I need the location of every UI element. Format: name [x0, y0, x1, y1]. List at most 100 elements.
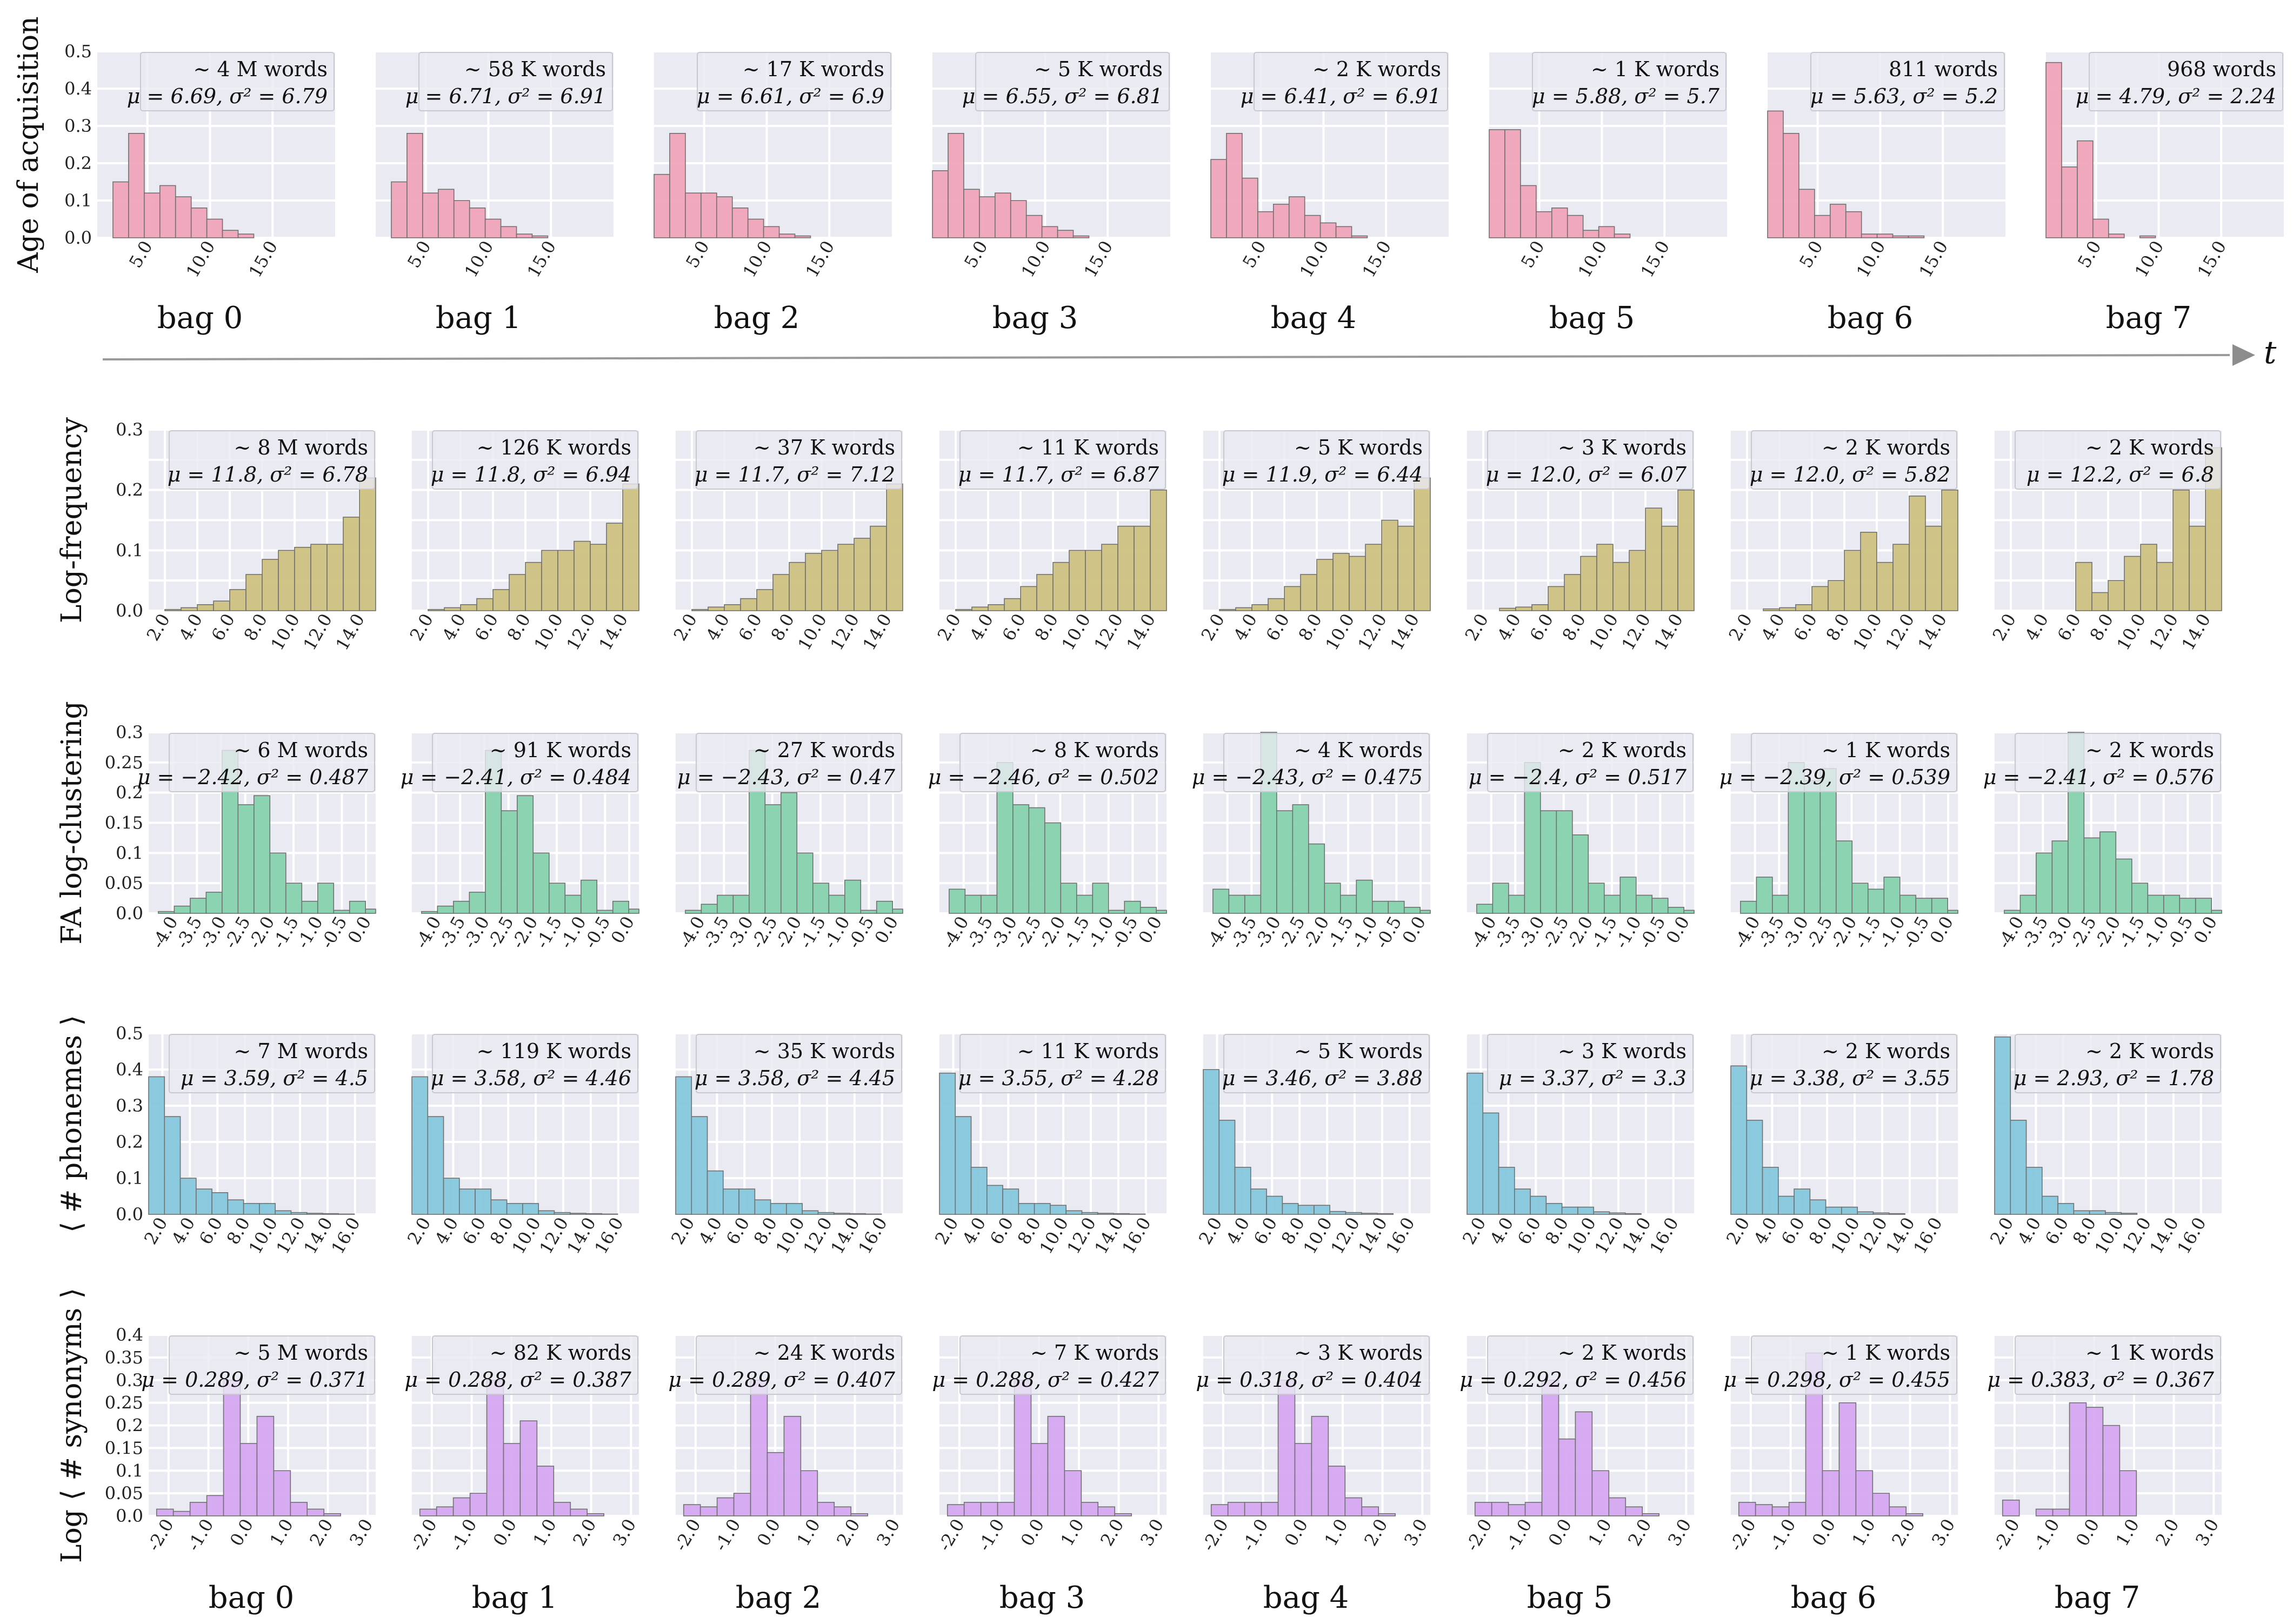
histogram-bar — [444, 607, 461, 611]
histogram-bar — [1841, 1206, 1858, 1215]
x-tick-label: 16.0 — [590, 1214, 628, 1258]
histogram-bar — [2179, 898, 2196, 914]
histogram-bar — [1294, 1443, 1312, 1516]
y-tick-label: 0.3 — [116, 722, 143, 743]
histogram-bar — [1328, 1466, 1346, 1516]
histogram-bar — [1018, 1203, 1035, 1215]
x-tick-label: 10.0 — [1563, 1214, 1600, 1258]
histogram-bar — [2211, 910, 2222, 914]
histogram-bar — [1097, 1213, 1114, 1215]
x-tick-label: 0.0 — [1544, 1515, 1576, 1549]
histogram-bar — [460, 604, 477, 611]
x-tick-label: 4.0 — [168, 1214, 199, 1248]
x-tick-label: 2.0 — [934, 610, 965, 644]
x-tick-label: 2.0 — [140, 1214, 171, 1248]
x-tick-label: 14.0 — [1650, 610, 1687, 654]
x-tick-label: 0.0 — [1017, 1515, 1048, 1549]
histogram-bar — [306, 1508, 325, 1516]
x-tick-label: 14.0 — [1354, 1214, 1391, 1258]
mean-variance-label: μ = 6.71, σ² = 6.91 — [405, 84, 606, 108]
histogram-bar — [1591, 1470, 1610, 1516]
word-count-label: 968 words — [2167, 57, 2276, 81]
panel-clust-bag-2: -4.0-3.5-3.0-2.5-2.0-1.5-1.0-0.50.0~ 27 … — [675, 731, 903, 952]
histogram-bar — [1349, 556, 1366, 611]
histogram-bar — [164, 609, 182, 611]
histogram-bar — [1210, 159, 1227, 238]
x-tick-label: 8.0 — [1822, 610, 1854, 644]
mean-variance-label: μ = 0.289, σ² = 0.371 — [141, 1368, 368, 1392]
histogram-bar — [2121, 1213, 2138, 1215]
histogram-bar — [1762, 1167, 1779, 1215]
histogram-bar — [1845, 211, 1862, 238]
histogram-bar — [1577, 1206, 1594, 1215]
stats-annotation: ~ 3 K words μ = 3.37, σ² = 3.3 — [1487, 1034, 1694, 1093]
histogram-bar — [750, 1379, 768, 1516]
histogram-bar — [222, 230, 239, 238]
x-tick-label: 10.0 — [1574, 237, 1611, 281]
annotation-box — [2015, 430, 2221, 490]
panel-freq-bag-4: 2.0 4.0 6.0 8.010.012.014.0 ~ 5 K words μ = 1… — [1197, 429, 1431, 654]
x-tick-label: 14.0 — [595, 610, 632, 654]
histogram-bar — [443, 1178, 460, 1215]
histogram-bar — [1203, 1069, 1220, 1215]
histogram-bar — [211, 1192, 229, 1215]
histogram-bar — [1228, 894, 1245, 914]
histogram-bar — [273, 1470, 291, 1516]
histogram-bar — [156, 1508, 174, 1516]
stats-annotation: ~ 4 K words μ = −2.43, σ² = 0.475 — [1192, 733, 1430, 792]
histogram-bar — [1794, 1188, 1811, 1215]
annotation-box — [432, 1335, 638, 1395]
histogram-bar — [1609, 1212, 1626, 1215]
x-tick-label: 10.0 — [794, 610, 831, 654]
bag-label-top-1: bag 1 — [436, 300, 522, 336]
histogram-bar — [1257, 211, 1274, 238]
histogram-bar — [955, 1116, 972, 1215]
annotation-box — [2015, 733, 2221, 792]
word-count-label: ~ 7 K words — [1030, 1341, 1159, 1365]
histogram-bar — [2147, 894, 2164, 914]
histogram-bar — [2115, 858, 2132, 914]
histogram-bar — [1344, 1497, 1363, 1516]
histogram-bar — [1227, 1502, 1245, 1516]
histogram-bar — [1371, 900, 1389, 914]
x-tick-label: 3.0 — [872, 1515, 904, 1549]
histogram-bar — [946, 1504, 965, 1516]
histogram-bar — [870, 525, 887, 611]
histogram-bar — [190, 898, 207, 914]
histogram-bar — [1575, 1411, 1593, 1516]
histogram-bar — [789, 562, 806, 611]
histogram-bar — [278, 550, 295, 611]
histogram-bar — [828, 894, 845, 914]
histogram-bar — [181, 607, 198, 611]
histogram-bar — [963, 189, 980, 238]
x-tick-label: 10.0 — [1827, 1214, 1864, 1258]
histogram-bar — [1244, 894, 1262, 914]
histogram-bar — [1524, 1502, 1543, 1516]
histogram-bar — [1771, 1506, 1790, 1516]
histogram-bar — [654, 173, 670, 238]
histogram-bar — [262, 559, 279, 611]
panel-age-bag-0: 0.0 0.1 0.2 0.3 0.4 0.5 5.0 10.0 15.0 ~ 4 M words… — [64, 41, 335, 281]
histogram-bar — [1892, 235, 1909, 238]
histogram-bar — [1060, 883, 1077, 914]
x-tick-label: 1.0 — [2111, 1515, 2143, 1549]
mean-variance-label: μ = −2.43, σ² = 0.47 — [677, 765, 896, 789]
histogram-bar — [854, 538, 871, 611]
x-tick-label: 2.0 — [1986, 1214, 2017, 1248]
histogram-bar — [1892, 544, 1910, 611]
histogram-bar — [365, 908, 376, 914]
histogram-bar — [509, 574, 526, 611]
mean-variance-label: μ = 0.383, σ² = 0.367 — [1987, 1368, 2214, 1392]
histogram-bar — [359, 477, 376, 611]
histogram-bar — [538, 1210, 555, 1215]
histogram-bar — [1156, 910, 1167, 914]
histogram-bar — [1561, 1206, 1578, 1215]
x-tick-label: 6.0 — [208, 610, 239, 644]
histogram-bar — [275, 1210, 292, 1215]
histogram-bar — [964, 894, 982, 914]
stats-annotation: ~ 37 K words μ = 11.7, σ² = 7.12 — [695, 430, 902, 490]
histogram-bar — [988, 604, 1005, 611]
mean-variance-label: μ = 6.69, σ² = 6.79 — [127, 84, 328, 108]
mean-variance-label: μ = 3.46, σ² = 3.88 — [1222, 1066, 1423, 1090]
histogram-bar — [411, 1076, 429, 1215]
